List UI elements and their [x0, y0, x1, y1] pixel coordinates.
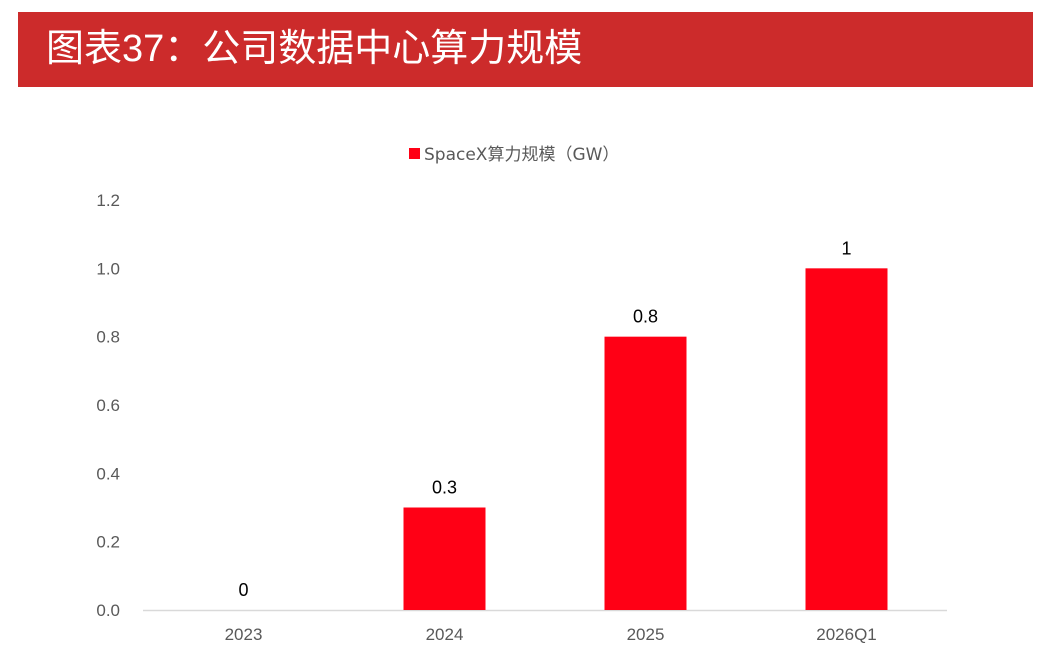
y-axis: 0.0 0.2 0.4 0.6 0.8 1.0 1.2 [96, 191, 120, 620]
bars: 0 0.3 0.8 1 [238, 238, 888, 610]
x-tick-label: 2024 [426, 625, 464, 644]
x-tick-label: 2025 [627, 625, 665, 644]
y-tick-label: 1.2 [96, 191, 120, 210]
y-tick-label: 1.0 [96, 259, 120, 278]
y-tick-label: 0.2 [96, 533, 120, 552]
legend-label: SpaceX算力规模（GW） [424, 145, 619, 165]
x-tick-label: 2023 [225, 625, 263, 644]
y-tick-label: 0.0 [96, 601, 120, 620]
legend-swatch [409, 148, 420, 159]
bar-2025 [604, 336, 687, 610]
y-tick-label: 0.4 [96, 464, 120, 483]
legend: SpaceX算力规模（GW） [409, 145, 619, 165]
x-tick-label: 2026Q1 [816, 625, 877, 644]
data-label-2026Q1: 1 [841, 238, 851, 258]
data-label-2024: 0.3 [432, 478, 457, 498]
bar-2024 [403, 507, 486, 610]
page-title: 图表37：公司数据中心算力规模 [46, 28, 583, 70]
bar-2026Q1 [805, 268, 888, 610]
data-label-2025: 0.8 [633, 307, 658, 327]
title-bar: 图表37：公司数据中心算力规模 [18, 12, 1033, 87]
data-label-2023: 0 [238, 580, 248, 600]
y-tick-label: 0.6 [96, 396, 120, 415]
y-tick-label: 0.8 [96, 328, 120, 347]
x-axis: 2023 2024 2025 2026Q1 [225, 625, 877, 644]
